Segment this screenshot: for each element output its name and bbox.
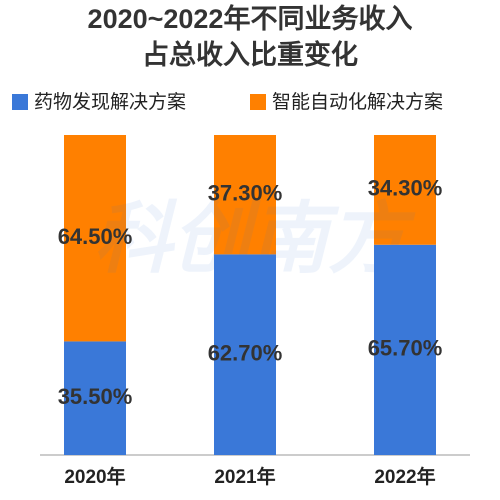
value-label: 65.70%	[368, 336, 443, 361]
x-tick-label: 2021年	[214, 465, 275, 488]
value-label: 62.70%	[208, 340, 283, 365]
x-tick-label: 2022年	[374, 465, 435, 488]
bar-segment	[214, 254, 276, 455]
bar-segment	[214, 135, 276, 255]
value-label: 34.30%	[368, 176, 443, 201]
chart-title: 2020~2022年不同业务收入	[88, 3, 413, 34]
bar-segment	[64, 341, 126, 455]
legend-label: 药物发现解决方案	[34, 91, 186, 113]
bar-segment	[64, 135, 126, 342]
legend-swatch	[250, 94, 266, 110]
value-label: 64.50%	[58, 224, 133, 249]
x-tick-label: 2020年	[64, 465, 125, 488]
legend-label: 智能自动化解决方案	[272, 91, 443, 113]
bar-segment	[374, 244, 436, 455]
value-label: 37.30%	[208, 180, 283, 205]
chart-title: 占总收入比重变化	[142, 39, 358, 70]
value-label: 35.50%	[58, 384, 133, 409]
bar-segment	[374, 135, 436, 245]
watermark: 科创南方	[94, 195, 416, 283]
legend-swatch	[12, 94, 28, 110]
